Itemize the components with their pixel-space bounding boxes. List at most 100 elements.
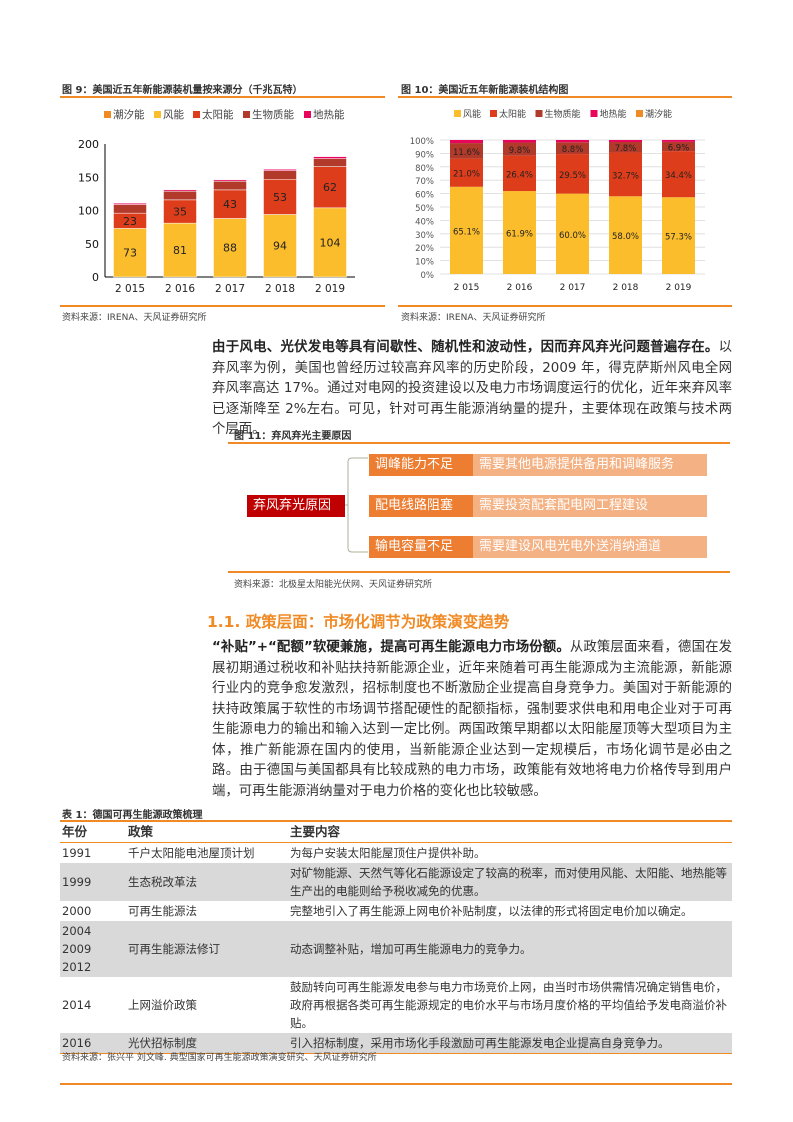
cell-year: 1991 (62, 846, 92, 860)
y-tick-label: 50 (85, 238, 99, 251)
bar-segment (263, 170, 297, 180)
bar-segment (503, 155, 536, 192)
legend-swatch (454, 110, 461, 117)
cell-content: 引入招标制度，采用市场化手段激励可再生能源发电企业提高自身竞争力。 (288, 1033, 732, 1054)
x-tick-label: 2 018 (613, 283, 639, 293)
data-label: 23 (123, 215, 137, 228)
y-tick-label: 70% (415, 177, 434, 187)
bar-segment (213, 180, 247, 191)
legend-swatch (154, 111, 161, 118)
x-tick-label: 2 018 (265, 283, 295, 295)
x-tick-label: 2 015 (115, 283, 145, 295)
cause-box: 配电线路阻塞 (369, 495, 473, 517)
data-label: 29.5% (559, 171, 586, 181)
x-tick-label: 2 016 (507, 283, 533, 293)
data-label: 43 (223, 198, 237, 211)
table-row: 2004 2009 2012 可再生能源法修订 动态调整补贴，增加可再生能源电力… (60, 921, 732, 977)
data-label: 58.0% (612, 232, 639, 242)
paragraph-text: 以弃风率为例，美国也曾经历过较高弃风率的历史阶段，2009 年，得克萨斯州风电全… (212, 340, 732, 437)
data-label: 32.7% (612, 171, 639, 181)
legend-swatch (636, 110, 643, 117)
cell-year: 2000 (62, 904, 92, 918)
bar-segment (313, 158, 347, 167)
table-row: 1999 生态税改革法 对矿物能源、天然气等化石能源设定了较高的税率，而对使用风… (60, 863, 732, 901)
cell-policy: 千户太阳能电池屋顶计划 (128, 846, 255, 860)
legend-swatch (104, 111, 111, 118)
data-label: 8.8% (562, 145, 584, 155)
paragraph-lead: 由于风电、光伏发电等具有间歇性、随机性和波动性，因而弃风弃光问题普遍存在。 (212, 340, 719, 355)
divider (398, 305, 732, 307)
need-box: 需要建设风电光电外送消纳通道 (473, 536, 707, 558)
legend-label: 地热能 (313, 108, 345, 121)
data-label: 60.0% (559, 231, 586, 241)
y-tick-label: 0 (92, 271, 99, 284)
cell-content: 为每户安装太阳能屋顶住户提供补助。 (290, 846, 486, 860)
legend-label: 太阳能 (499, 108, 526, 120)
y-tick-label: 20% (415, 244, 434, 254)
bar-segment (662, 197, 695, 274)
legend-swatch (590, 110, 598, 117)
legend-swatch (304, 111, 311, 118)
bar-segment (556, 154, 589, 194)
data-label: 73 (123, 247, 137, 260)
y-tick-label: 10% (415, 258, 434, 268)
bar-segment (113, 228, 147, 278)
data-label: 21.0% (453, 170, 480, 180)
footer-line (60, 1083, 732, 1085)
bar-segment (503, 140, 536, 143)
figure-9-source: 资料来源：IRENA、天风证券研究所 (62, 313, 207, 323)
legend-label: 地热能 (600, 108, 627, 120)
divider (60, 305, 385, 307)
x-tick-label: 2 019 (315, 283, 345, 295)
cell-year: 2014 (62, 998, 92, 1012)
bar-segment (609, 152, 642, 197)
bar-segment (609, 140, 642, 143)
bar-segment (263, 214, 297, 278)
paragraph-lead: “补贴”+“配额”软硬兼施，提高可再生能源电力市场份额。 (212, 640, 570, 655)
data-label: 11.6% (453, 148, 480, 158)
table-row: 2014 上网溢价政策 鼓励转向可再生能源发电参与电力市场竞价上网，由当时市场供… (60, 977, 732, 1033)
data-label: 81 (173, 244, 187, 257)
bar-segment (213, 189, 247, 219)
x-tick-label: 2 017 (215, 283, 245, 295)
bar-segment (450, 158, 483, 187)
bar-segment (450, 140, 483, 144)
y-tick-label: 90% (415, 150, 434, 160)
bar-segment (662, 151, 695, 198)
chart-fig10: 风能 太阳能 生物质能 地热能 潮汐能 0% 10% 20% 30% 40% 50% 60% 70% 80… (410, 108, 705, 293)
root-cause-box: 弃风弃光原因 (247, 495, 345, 517)
y-tick-label: 100 (78, 205, 99, 218)
table-row: 1991 千户太阳能电池屋顶计划 为每户安装太阳能屋顶住户提供补助。 (60, 843, 732, 864)
legend-swatch (535, 110, 543, 117)
divider (228, 442, 730, 444)
cell-policy: 光伏招标制度 (126, 1033, 288, 1054)
data-label: 57.3% (665, 233, 692, 243)
data-label: 61.9% (506, 230, 533, 240)
cell-year: 1999 (60, 863, 126, 901)
legend-label: 风能 (463, 108, 481, 120)
figure-11-source: 资料来源：北极星太阳能光伏网、天风证券研究所 (234, 580, 433, 590)
cause-box: 输电容量不足 (369, 536, 473, 558)
cell-year: 2016 (60, 1033, 126, 1054)
legend-label: 风能 (163, 108, 184, 121)
bar-segment (313, 156, 347, 159)
cell-content: 动态调整补贴，增加可再生能源电力的竞争力。 (288, 921, 732, 977)
need-box: 需要其他电源提供备用和调峰服务 (473, 454, 707, 476)
need-box: 需要投资配套配电网工程建设 (473, 495, 707, 517)
cell-policy: 可再生能源法修订 (126, 921, 288, 977)
y-tick-label: 40% (415, 217, 434, 227)
bar-segment (609, 142, 642, 153)
header-year: 年份 (60, 822, 126, 843)
bar-segment (113, 204, 147, 214)
bar-segment (662, 141, 695, 152)
bar-segment (163, 189, 197, 192)
section-heading: 1.1. 政策层面：市场化调节为政策演变趋势 (207, 613, 510, 631)
table-row: 2016 光伏招标制度 引入招标制度，采用市场化手段激励可再生能源发电企业提高自… (60, 1033, 732, 1054)
data-label: 94 (273, 240, 287, 253)
header-content: 主要内容 (288, 822, 732, 843)
cell-content: 鼓励转向可再生能源发电参与电力市场竞价上网，由当时市场供需情况确定销售电价，政府… (290, 980, 727, 1030)
y-tick-label: 150 (78, 171, 99, 184)
paragraph-policy: “补贴”+“配额”软硬兼施，提高可再生能源电力市场份额。从政策层面来看，德国在发… (212, 638, 732, 802)
bar-segment (163, 190, 197, 201)
data-label: 65.1% (453, 227, 480, 237)
